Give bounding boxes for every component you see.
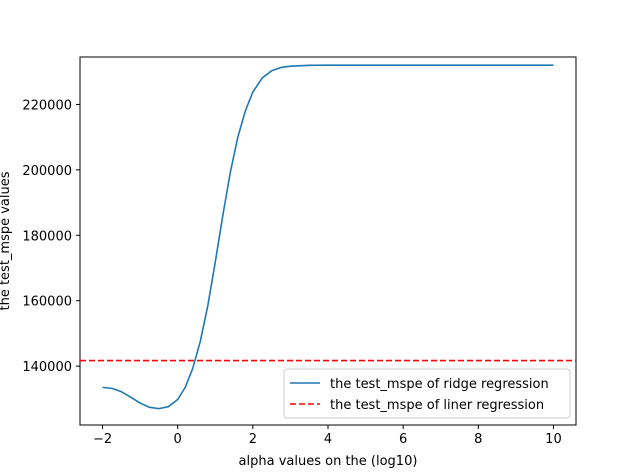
y-tick-label: 160000 xyxy=(22,295,72,310)
x-axis-label: alpha values on the (log10) xyxy=(239,454,418,469)
y-tick-label: 180000 xyxy=(22,229,72,244)
legend: the test_mspe of ridge regression the te… xyxy=(283,368,571,419)
x-tick-label: 10 xyxy=(545,432,562,447)
x-tick-label: 0 xyxy=(174,432,182,447)
series-layer xyxy=(80,64,576,410)
x-tick-label: −2 xyxy=(93,432,112,447)
y-tick-label: 220000 xyxy=(22,98,72,113)
y-axis-label: the test_mspe values xyxy=(0,171,13,310)
legend-label-ridge: the test_mspe of ridge regression xyxy=(330,377,549,392)
y-tick-label: 200000 xyxy=(22,164,72,179)
legend-box xyxy=(283,368,571,419)
series-line-ridge xyxy=(102,64,554,410)
legend-label-linear: the test_mspe of liner regression xyxy=(330,398,544,413)
x-tick-label: 2 xyxy=(249,432,257,447)
x-tick-label: 4 xyxy=(324,432,332,447)
y-axis: 140000 160000 180000 200000 220000 xyxy=(22,98,80,375)
x-axis: −2 0 2 4 6 8 10 xyxy=(93,425,562,447)
y-tick-label: 140000 xyxy=(22,360,72,375)
x-tick-label: 8 xyxy=(474,432,482,447)
x-tick-label: 6 xyxy=(399,432,407,447)
